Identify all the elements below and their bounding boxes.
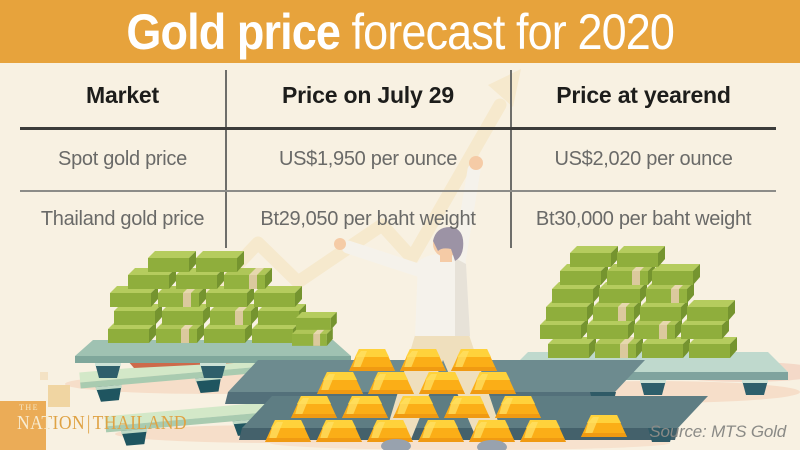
logo-thailand: THAILAND	[92, 412, 188, 434]
cell-thai-market: Thailand gold price	[40, 207, 205, 230]
logo-wordmark: NATION|THAILAND	[17, 412, 187, 435]
cell-spot-yearend: US$2,020 per ounce	[554, 147, 733, 170]
title-bar: Gold price forecast for 2020	[0, 0, 800, 63]
page-title-bold: Gold price	[126, 3, 340, 60]
corner-square-medium	[48, 385, 70, 407]
cell-thai-yearend: Bt30,000 per baht weight	[535, 207, 752, 230]
page-title: Gold price forecast for 2020	[126, 3, 674, 61]
cash-stack-left	[75, 251, 351, 378]
cell-spot-july29: US$1,950 per ounce	[278, 147, 458, 170]
cell-spot-market: Spot gold price	[58, 147, 187, 170]
logo-nation: NATION	[17, 412, 86, 434]
corner-square-small	[40, 372, 48, 380]
column-divider-1	[225, 70, 227, 248]
header-july29: Price on July 29	[282, 81, 454, 108]
header-market: Market	[86, 81, 159, 108]
logo-the-label: THE	[19, 403, 40, 412]
logo-separator: |	[86, 412, 91, 434]
corner-square-large	[0, 401, 46, 450]
page-title-regular: forecast for 2020	[339, 3, 674, 60]
source-credit: Source: MTS Gold	[649, 422, 786, 441]
cell-thai-july29: Bt29,050 per baht weight	[260, 207, 476, 230]
column-divider-2	[510, 70, 512, 248]
header-yearend: Price at yearend	[556, 81, 731, 108]
shoes	[381, 439, 507, 450]
nation-thailand-logo: THE NATION|THAILAND	[17, 403, 210, 435]
row-rule	[20, 190, 776, 192]
header-rule	[20, 127, 776, 130]
